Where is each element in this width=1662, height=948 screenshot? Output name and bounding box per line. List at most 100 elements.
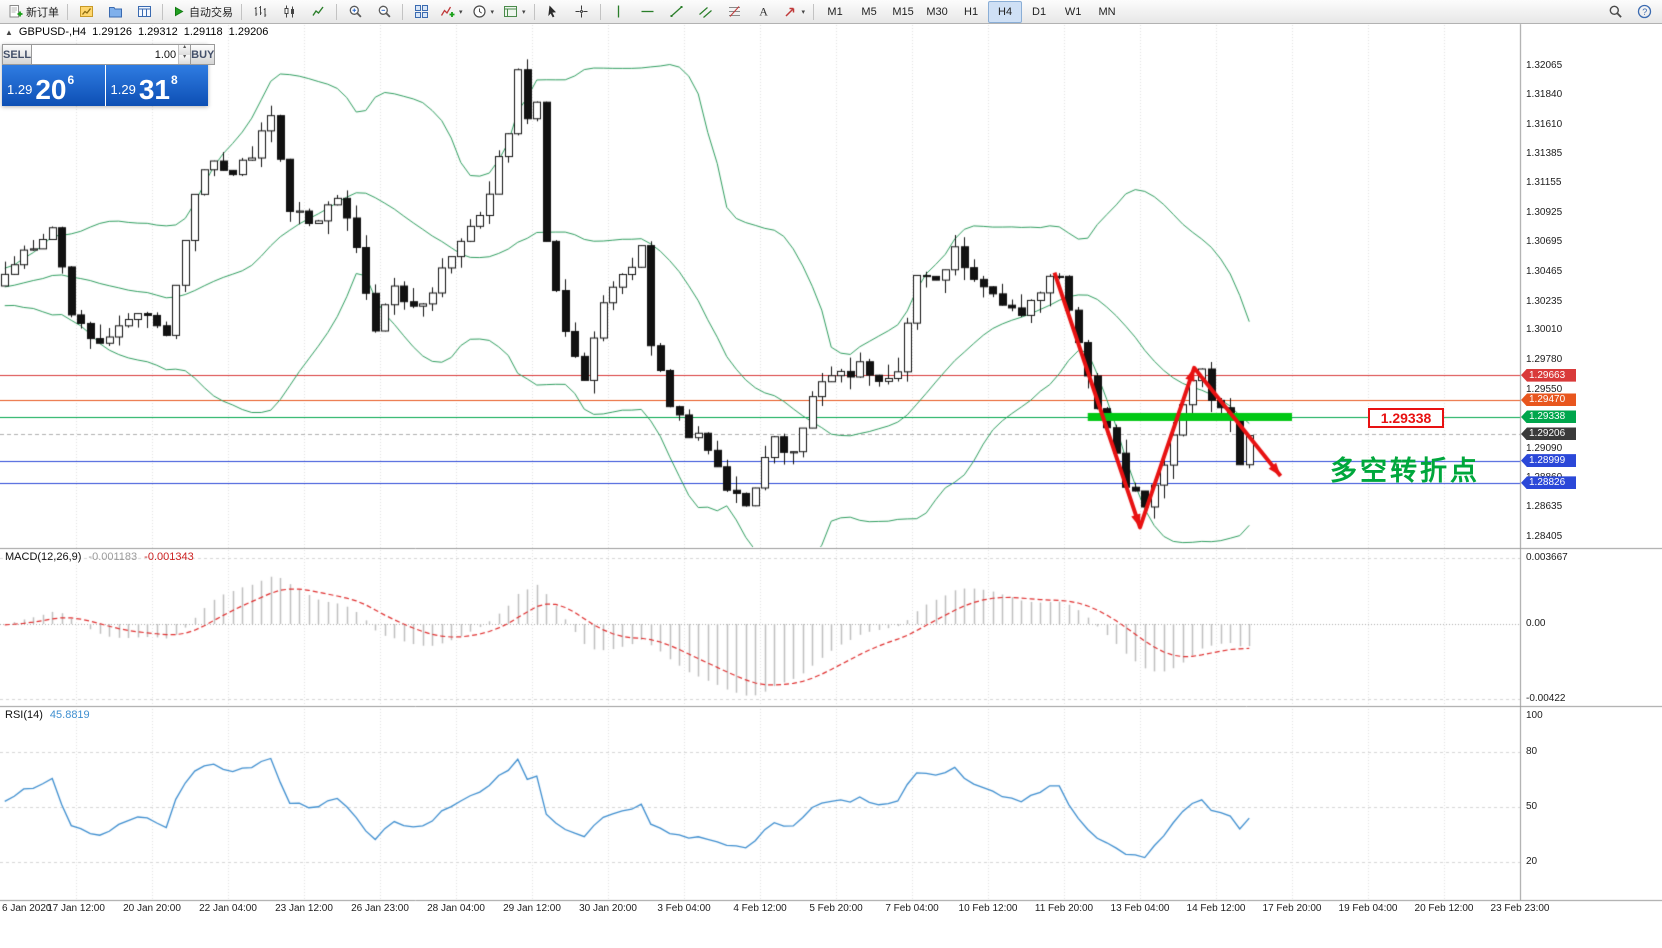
price-axis-label: 1.29780 — [1526, 354, 1563, 366]
timeframe-mn-button[interactable]: MN — [1098, 5, 1116, 18]
macd-label: MACD(12,26,9) — [5, 551, 82, 563]
indicators-button[interactable]: ▾ — [436, 1, 467, 23]
vertical-line-button[interactable] — [605, 1, 633, 23]
zoom-in-button[interactable] — [341, 1, 369, 23]
horizontal-line-button[interactable] — [634, 1, 662, 23]
help-button[interactable]: ? — [1630, 1, 1658, 23]
zoom-out-button[interactable] — [370, 1, 398, 23]
timeframe-w1-button[interactable]: W1 — [1064, 5, 1082, 18]
volume-decrease-button[interactable]: ▾ — [179, 54, 191, 64]
timeframe-m5-button[interactable]: M5 — [861, 5, 877, 18]
sell-price-big: 20 — [35, 73, 67, 105]
dropdown-caret-icon: ▾ — [801, 8, 806, 16]
date-axis-label: 17 Jan 12:00 — [47, 903, 105, 914]
price-tag-1-28826: 1.28826 — [1521, 476, 1576, 490]
text-button[interactable]: A — [750, 1, 778, 23]
toolbar: 新订单 自动交易 ▾ ▾ ▾ A ▾ M1 M5 M15 M30 H1 H4 D1 W1 MN? — [0, 0, 1662, 24]
new-chart-button[interactable] — [72, 1, 100, 23]
date-axis-label: 23 Feb 23:00 — [1490, 903, 1550, 914]
periods-button[interactable]: ▾ — [468, 1, 499, 23]
candles-icon — [282, 4, 297, 19]
date-axis-label: 14 Feb 12:00 — [1186, 903, 1246, 914]
turning-point-annotation[interactable]: 多空转折点 — [1330, 456, 1480, 486]
search-icon — [1608, 4, 1623, 19]
date-axis-label: 13 Feb 04:00 — [1110, 903, 1170, 914]
rsi-axis-label: 100 — [1526, 710, 1543, 721]
buy-price-big: 31 — [138, 73, 170, 105]
timeframe-m30-button[interactable]: M30 — [926, 5, 948, 18]
timeframe-h1-button[interactable]: H1 — [964, 5, 979, 18]
macd-header: MACD(12,26,9) -0.001183 -0.001343 — [5, 551, 194, 563]
autotrading-button[interactable]: 自动交易 — [167, 1, 237, 23]
search-button[interactable] — [1601, 1, 1629, 23]
macd-axis-label: 0.003667 — [1526, 552, 1568, 564]
zoom-out-icon — [377, 4, 392, 19]
channel-button[interactable] — [692, 1, 720, 23]
svg-text:?: ? — [1642, 7, 1647, 17]
sell-price-panel[interactable]: 1.29 20 6 — [2, 65, 105, 106]
price-annotation-label[interactable]: 1.29338 — [1368, 408, 1444, 428]
price-axis-label: 1.28635 — [1526, 501, 1563, 513]
crosshair-button[interactable] — [568, 1, 596, 23]
fibonacci-button[interactable] — [721, 1, 749, 23]
new-chart-icon — [79, 4, 94, 19]
channel-icon — [698, 4, 713, 19]
price-axis-label: 1.30235 — [1526, 295, 1563, 307]
clock-icon — [472, 4, 487, 19]
trendline-icon — [669, 4, 684, 19]
sell-price-sup: 6 — [67, 73, 75, 87]
quote-line: ▲ GBPUSD-,H4 1.29126 1.29312 1.29118 1.2… — [5, 26, 268, 38]
bar-chart-button[interactable] — [246, 1, 274, 23]
price-axis-label: 1.30925 — [1526, 206, 1563, 218]
symbol-period-label: GBPUSD-,H4 — [18, 26, 87, 38]
macd-signal-value: -0.001343 — [144, 551, 194, 563]
help-icon: ? — [1637, 4, 1652, 19]
date-axis-label: 26 Jan 23:00 — [351, 903, 409, 914]
date-axis-label: 17 Feb 20:00 — [1262, 903, 1322, 914]
date-axis-label: 22 Jan 04:00 — [199, 903, 257, 914]
buy-price-panel[interactable]: 1.29 31 8 — [105, 65, 208, 106]
new-order-button-label: 新订单 — [26, 6, 59, 19]
sell-button[interactable]: SELL — [2, 44, 33, 65]
tile-icon — [414, 4, 429, 19]
line-chart-button[interactable] — [304, 1, 332, 23]
timeframe-m1-button[interactable]: M1 — [827, 5, 843, 18]
date-axis-label: 4 Feb 12:00 — [733, 903, 787, 914]
price-axis-label: 1.31155 — [1526, 177, 1562, 189]
timeframe-m15-button[interactable]: M15 — [892, 5, 914, 18]
price-axis-label: 1.31840 — [1526, 88, 1563, 100]
arrows-icon — [783, 4, 798, 19]
buy-button[interactable]: BUY — [190, 44, 216, 65]
price-axis-label: 1.29550 — [1526, 383, 1563, 395]
price-axis-label: 1.31385 — [1526, 147, 1563, 159]
volume-increase-button[interactable]: ▴ — [179, 44, 191, 55]
price-axis-label: 1.32065 — [1526, 60, 1563, 71]
timeframe-h4-button[interactable]: H4 — [988, 0, 1023, 23]
date-axis-label: 6 Jan 2020 — [2, 903, 52, 914]
data-window-button[interactable] — [130, 1, 158, 23]
date-axis-label: 11 Feb 20:00 — [1034, 903, 1094, 914]
price-tag-1-29470: 1.29470 — [1521, 393, 1576, 407]
indicators-icon — [440, 4, 455, 19]
zoom-in-icon — [348, 4, 363, 19]
timeframe-d1-button[interactable]: D1 — [1032, 5, 1047, 18]
new-order-button[interactable]: 新订单 — [4, 1, 63, 23]
volume-input[interactable] — [32, 45, 179, 64]
date-axis-label: 20 Feb 12:00 — [1414, 903, 1474, 914]
macd-axis-label: 0.00 — [1526, 618, 1546, 629]
profiles-button[interactable] — [101, 1, 129, 23]
arrows-button[interactable]: ▾ — [779, 1, 810, 23]
templates-button[interactable]: ▾ — [499, 1, 530, 23]
date-axis-label: 29 Jan 12:00 — [503, 903, 561, 914]
cursor-button[interactable] — [539, 1, 567, 23]
candlestick-button[interactable] — [275, 1, 303, 23]
tile-windows-button[interactable] — [407, 1, 435, 23]
one-click-trading-panel: SELL ▴ ▾ BUY 1.29 20 6 1.29 31 8 — [2, 44, 216, 106]
price-axis-label: 1.29090 — [1526, 442, 1563, 454]
trendline-button[interactable] — [663, 1, 691, 23]
date-axis-label: 7 Feb 04:00 — [885, 903, 939, 914]
date-axis-label: 10 Feb 12:00 — [958, 903, 1018, 914]
